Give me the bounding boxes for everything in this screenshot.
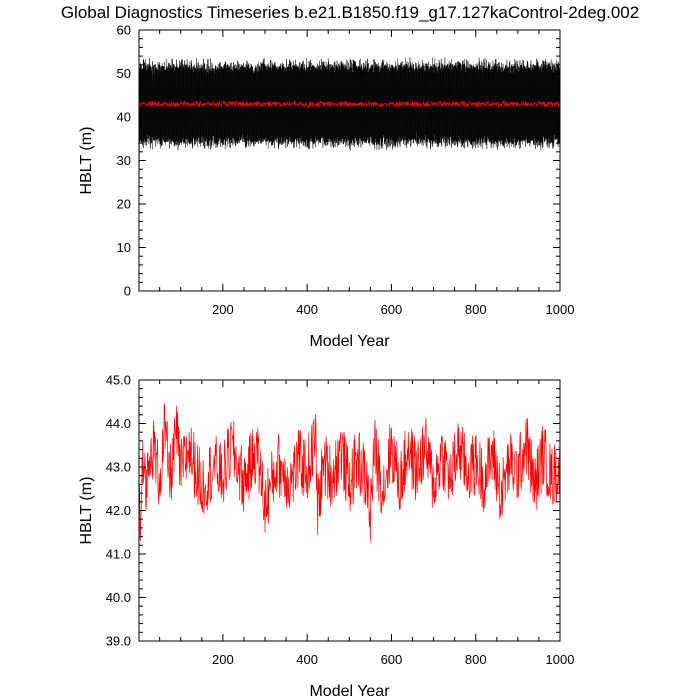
top-x-tick-label: 400 xyxy=(296,302,318,317)
top-x-tick-label: 800 xyxy=(465,302,487,317)
bottom-y-tick-label: 45.0 xyxy=(106,373,131,388)
bottom-plot-frame xyxy=(138,379,561,642)
top-x-tick-label: 1000 xyxy=(546,302,575,317)
top-y-tick-label: 0 xyxy=(124,284,131,299)
chart-title: Global Diagnostics Timeseries b.e21.B185… xyxy=(61,3,639,22)
bottom-y-tick-label: 43.0 xyxy=(106,460,131,475)
bottom-y-tick-label: 44.0 xyxy=(106,416,131,431)
bottom-x-tick-label: 600 xyxy=(381,652,403,667)
top-x-tick-label: 600 xyxy=(381,302,403,317)
bottom-series-annual xyxy=(139,403,560,542)
bottom-x-axis-label: Model Year xyxy=(309,683,390,700)
bottom-x-tick-label: 1000 xyxy=(546,652,575,667)
top-y-tick-label: 50 xyxy=(117,66,131,81)
top-panel: 200 400 600 800 1000 0 10 20 30 40 50 60 Model Year… xyxy=(78,23,574,351)
bottom-x-tick-label: 200 xyxy=(212,652,234,667)
top-y-tick-label: 30 xyxy=(117,153,131,168)
top-x-axis-label: Model Year xyxy=(309,333,390,350)
top-y-tick-label: 60 xyxy=(117,23,131,38)
bottom-y-axis-label: HBLT (m) xyxy=(78,477,95,545)
bottom-panel: 200 400 600 800 1000 39.0 40.0 41.0 42.0 43.0 44.0… xyxy=(78,373,574,700)
bottom-x-tick-label: 800 xyxy=(465,652,487,667)
top-y-tick-label: 40 xyxy=(117,110,131,125)
bottom-y-tick-label: 41.0 xyxy=(106,547,131,562)
top-series-monthly xyxy=(139,57,560,291)
bottom-y-tick-label: 42.0 xyxy=(106,503,131,518)
top-y-tick-label: 10 xyxy=(117,240,131,255)
bottom-y-tick-label: 39.0 xyxy=(106,634,131,649)
top-y-axis-label: HBLT (m) xyxy=(78,127,95,195)
top-y-tick-label: 20 xyxy=(117,197,131,212)
top-x-tick-label: 200 xyxy=(212,302,234,317)
top-series-annual xyxy=(139,99,560,111)
bottom-x-tick-label: 400 xyxy=(296,652,318,667)
bottom-y-tick-label: 40.0 xyxy=(106,590,131,605)
